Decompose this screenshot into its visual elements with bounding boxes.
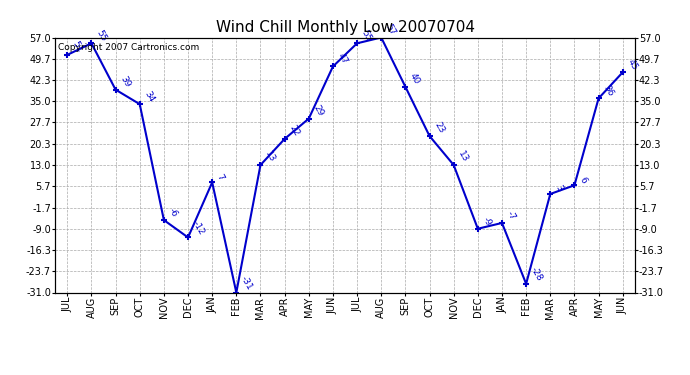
Text: 34: 34 [143,89,156,104]
Text: 3: 3 [553,184,564,193]
Text: 45: 45 [626,57,639,72]
Text: -7: -7 [505,210,517,222]
Text: -6: -6 [167,207,179,219]
Text: 36: 36 [602,83,615,98]
Text: 39: 39 [119,74,132,89]
Title: Wind Chill Monthly Low 20070704: Wind Chill Monthly Low 20070704 [215,20,475,35]
Text: -9: -9 [481,216,493,228]
Text: 51: 51 [70,40,83,54]
Text: -28: -28 [529,266,544,283]
Text: -12: -12 [191,219,206,237]
Text: 40: 40 [408,72,422,86]
Text: 29: 29 [312,104,325,118]
Text: 22: 22 [288,124,301,138]
Text: Copyright 2007 Cartronics.com: Copyright 2007 Cartronics.com [58,43,199,52]
Text: 13: 13 [264,150,277,164]
Text: 6: 6 [578,175,588,184]
Text: -31: -31 [239,274,255,292]
Text: 47: 47 [336,51,349,66]
Text: 23: 23 [433,121,446,135]
Text: 55: 55 [360,28,373,42]
Text: 57: 57 [384,22,397,37]
Text: 13: 13 [457,150,470,164]
Text: 7: 7 [215,172,226,182]
Text: 55: 55 [95,28,108,42]
